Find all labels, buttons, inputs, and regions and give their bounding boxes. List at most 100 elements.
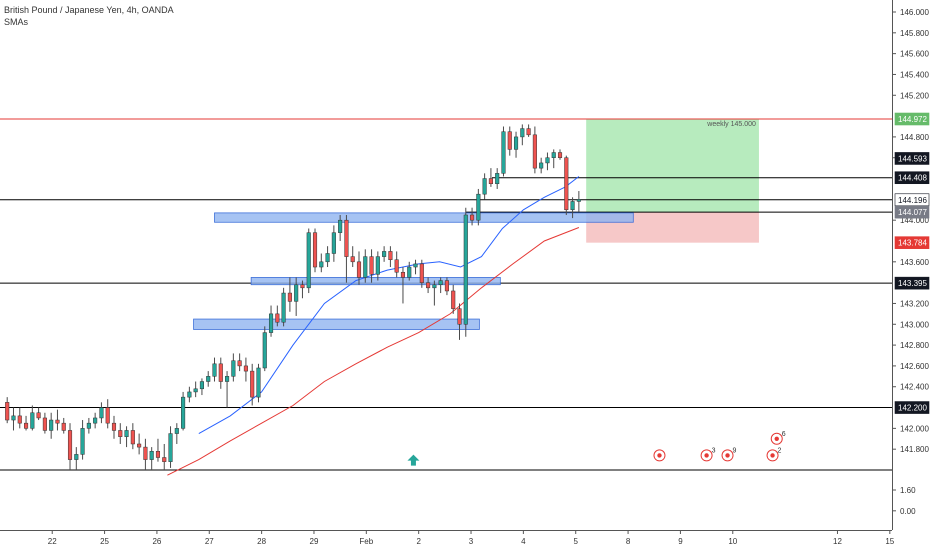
candle-body[interactable] (36, 412, 41, 419)
candle-body[interactable] (488, 178, 493, 185)
candle-body[interactable] (30, 412, 35, 429)
candle-body[interactable] (344, 219, 349, 257)
up-arrow-icon[interactable] (407, 454, 420, 466)
candle-body[interactable] (375, 256, 380, 275)
candle-body[interactable] (250, 370, 255, 398)
candle-body[interactable] (281, 292, 286, 323)
price-axis[interactable] (892, 0, 932, 550)
candle-body[interactable] (55, 419, 60, 424)
candle-body[interactable] (294, 284, 299, 302)
candle-body[interactable] (539, 162, 544, 169)
candle-body[interactable] (118, 430, 123, 437)
candle-body[interactable] (206, 376, 211, 382)
candle-body[interactable] (268, 313, 274, 333)
candle-body[interactable] (5, 402, 10, 421)
candle-body[interactable] (356, 261, 362, 278)
candle-body[interactable] (275, 313, 280, 323)
candle-body[interactable] (237, 360, 242, 367)
candle-body[interactable] (438, 280, 443, 285)
candle-body[interactable] (162, 457, 167, 462)
candle-body[interactable] (400, 271, 406, 278)
candle-body[interactable] (149, 451, 154, 460)
candle-body[interactable] (17, 415, 22, 424)
candle-body[interactable] (444, 280, 449, 292)
candle-body[interactable] (363, 256, 368, 278)
candle-body[interactable] (212, 363, 217, 377)
candle-body[interactable] (507, 131, 512, 150)
candle-body[interactable] (181, 396, 186, 429)
candle-body[interactable] (319, 261, 324, 268)
candle-body[interactable] (111, 422, 117, 431)
candle-body[interactable] (413, 263, 418, 268)
candle-body[interactable] (168, 433, 173, 462)
candle-body[interactable] (526, 128, 531, 136)
candle-body[interactable] (137, 443, 142, 448)
candle-body[interactable] (501, 131, 506, 174)
candle-body[interactable] (61, 422, 66, 431)
candle-body[interactable] (243, 365, 248, 372)
candle-body[interactable] (394, 259, 399, 273)
zone-rectangle[interactable] (250, 277, 501, 286)
candle-body[interactable] (432, 284, 437, 289)
candle-body[interactable] (388, 251, 393, 260)
candle-body[interactable] (564, 157, 569, 211)
candle-body[interactable] (570, 201, 575, 211)
candle-body[interactable] (576, 199, 581, 202)
candle-body[interactable] (262, 332, 267, 369)
candle-body[interactable] (338, 219, 343, 233)
candle-body[interactable] (155, 451, 161, 458)
plot-area[interactable] (0, 0, 892, 550)
candle-body[interactable] (193, 388, 198, 393)
candle-body[interactable] (130, 430, 135, 445)
candle-body[interactable] (105, 407, 110, 424)
candle-body[interactable] (451, 290, 456, 309)
candle-body[interactable] (482, 178, 487, 195)
candle-body[interactable] (350, 256, 355, 263)
candle-body[interactable] (545, 157, 550, 164)
candle-body[interactable] (476, 193, 481, 221)
candle-body[interactable] (99, 407, 104, 419)
candle-body[interactable] (495, 173, 500, 185)
candle-body[interactable] (463, 214, 468, 325)
candle-body[interactable] (225, 376, 230, 382)
candle-body[interactable] (419, 263, 424, 283)
candle-body[interactable] (287, 292, 292, 302)
candle-body[interactable] (67, 430, 73, 460)
candle-body[interactable] (557, 152, 563, 158)
candle-body[interactable] (426, 282, 431, 289)
candle-body[interactable] (256, 367, 261, 398)
candle-body[interactable] (80, 428, 85, 455)
candle-body[interactable] (187, 391, 192, 398)
candle-body[interactable] (74, 454, 79, 460)
candle-body[interactable] (520, 128, 525, 138)
zone-rectangle[interactable] (214, 212, 634, 223)
candle-body[interactable] (199, 381, 204, 390)
candle-body[interactable] (231, 360, 236, 377)
candle-body[interactable] (312, 232, 318, 268)
candle-body[interactable] (325, 253, 330, 263)
zone-rectangle[interactable] (193, 318, 480, 330)
candle-body[interactable] (124, 430, 129, 437)
candle-body[interactable] (11, 415, 16, 421)
candle-body[interactable] (23, 422, 29, 429)
candle-body[interactable] (513, 136, 519, 150)
candle-body[interactable] (369, 256, 374, 275)
candle-body[interactable] (331, 232, 336, 254)
candle-body[interactable] (93, 417, 98, 424)
candle-body[interactable] (532, 134, 537, 169)
candle-body[interactable] (218, 363, 223, 382)
candle-body[interactable] (174, 428, 179, 434)
candle-body[interactable] (143, 446, 148, 460)
candle-body[interactable] (300, 284, 305, 289)
candle-body[interactable] (49, 419, 54, 431)
candle-body[interactable] (457, 308, 462, 325)
target-zone[interactable] (586, 119, 759, 213)
candle-body[interactable] (42, 417, 47, 431)
candle-body[interactable] (407, 266, 412, 278)
candle-body[interactable] (551, 152, 556, 158)
candle-body[interactable] (86, 422, 91, 429)
candle-body[interactable] (382, 251, 387, 257)
candle-body[interactable] (306, 232, 311, 289)
